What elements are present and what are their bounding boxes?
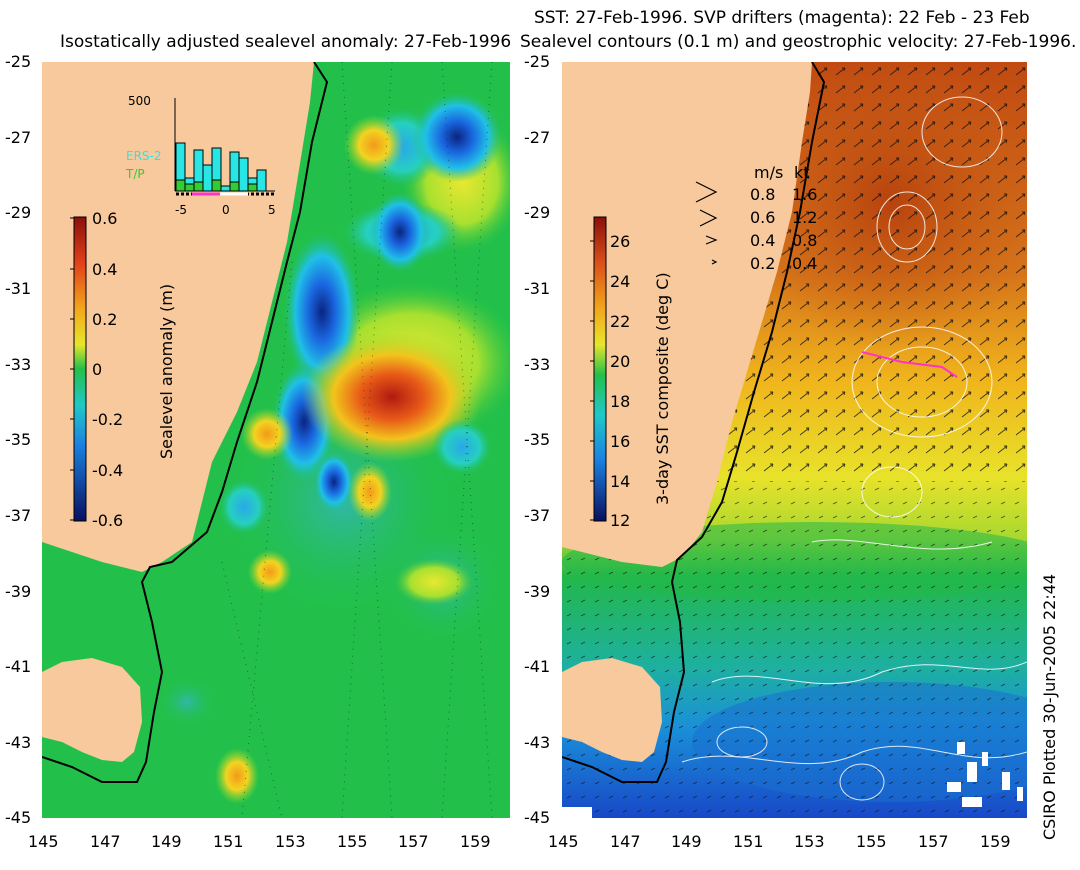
velocity-ms: 0.2 [750, 254, 775, 273]
inset-xtick: 0 [222, 203, 230, 217]
y-tick: -39 [5, 582, 32, 601]
inset-legend-tp: T/P [125, 167, 145, 181]
y-tick: -37 [524, 506, 551, 525]
velocity-ms: 0.8 [750, 185, 775, 204]
y-tick: -35 [524, 430, 551, 449]
track-histogram-inset: 500 ERS-2 T/P -5 0 5 [125, 94, 276, 217]
tasmania [42, 658, 142, 762]
australia-mainland [562, 62, 812, 567]
colorbar-tick: 24 [610, 272, 630, 291]
plot-credit: CSIRO Plotted 30-Jun-2005 22:44 [1040, 573, 1059, 840]
y-tick: -27 [5, 128, 32, 147]
sst-map [562, 62, 1027, 818]
x-tick: 149 [151, 832, 182, 851]
inset-xtick: 5 [268, 203, 276, 217]
velocity-kt: 1.2 [792, 208, 817, 227]
velocity-kt: 1.6 [792, 185, 817, 204]
x-tick: 155 [856, 832, 887, 851]
right-panel-title-line2: Sealevel contours (0.1 m) and geostrophi… [520, 32, 1077, 52]
y-tick: -35 [5, 430, 32, 449]
velocity-legend: m/s kt 0.8 1.6 0.6 1.2 0.4 0.8 0.2 0.4 [695, 163, 817, 273]
y-tick: -43 [5, 733, 32, 752]
x-tick: 145 [28, 832, 59, 851]
x-tick: 157 [918, 832, 949, 851]
y-tick: -25 [524, 52, 551, 71]
x-tick: 145 [548, 832, 579, 851]
x-tick: 147 [610, 832, 641, 851]
colorbar-tick: 12 [610, 511, 630, 530]
x-tick: 147 [90, 832, 121, 851]
y-tick: -43 [524, 733, 551, 752]
tasmania [562, 658, 662, 762]
y-tick: -29 [5, 203, 32, 222]
sealevel-colorbar: 0.6 0.4 0.2 0 -0.2 -0.4 -0.6 Sealevel an… [70, 209, 176, 530]
y-tick: -25 [5, 52, 32, 71]
arrow-0-2 [711, 259, 718, 265]
velocity-kt: 0.8 [792, 231, 817, 250]
y-tick: -33 [5, 355, 32, 374]
inset-legend-ers2: ERS-2 [126, 149, 162, 163]
colorbar-tick: -0.4 [92, 461, 123, 480]
y-tick: -39 [524, 582, 551, 601]
sst-colorbar: 26 24 22 20 18 16 14 12 3-day SST compos… [590, 216, 672, 530]
colorbar-tick: 16 [610, 432, 630, 451]
velocity-ms: 0.6 [750, 208, 775, 227]
colorbar-tick: 0.2 [92, 310, 117, 329]
colorbar-tick: 14 [610, 472, 630, 491]
y-tick: -37 [5, 506, 32, 525]
x-tick: 149 [671, 832, 702, 851]
x-tick: 151 [213, 832, 244, 851]
arrow-0-6 [699, 209, 718, 227]
continental-shelf-contour [562, 62, 826, 783]
sealevel-contours [681, 96, 1027, 801]
y-tick: -45 [524, 808, 551, 827]
arrow-0-4 [705, 235, 718, 245]
arrow-0-8 [695, 181, 718, 203]
colorbar-label: 3-day SST composite (deg C) [653, 272, 672, 505]
x-tick: 159 [460, 832, 491, 851]
continental-shelf-contour [42, 62, 329, 783]
velocity-ms: 0.4 [750, 231, 775, 250]
x-tick: 151 [733, 832, 764, 851]
colorbar-tick: -0.2 [92, 410, 123, 429]
x-tick: 159 [980, 832, 1011, 851]
colorbar-tick: 22 [610, 312, 630, 331]
x-tick: 155 [337, 832, 368, 851]
colorbar-label: Sealevel anomaly (m) [157, 284, 176, 459]
y-tick: -31 [524, 279, 551, 298]
velocity-kt: 0.4 [792, 254, 817, 273]
svp-drifter-track [861, 351, 958, 378]
right-panel-title-line1: SST: 27-Feb-1996. SVP drifters (magenta)… [534, 8, 1030, 28]
y-tick: -29 [524, 203, 551, 222]
y-tick: -31 [5, 279, 32, 298]
colorbar-tick: 20 [610, 352, 630, 371]
colorbar-tick: 26 [610, 232, 630, 251]
colorbar-tick: -0.6 [92, 511, 123, 530]
y-tick: -41 [524, 657, 551, 676]
inset-ymax-label: 500 [128, 94, 151, 108]
inset-xtick: -5 [175, 203, 187, 217]
x-tick: 153 [794, 832, 825, 851]
y-tick: -27 [524, 128, 551, 147]
colorbar-tick: 0 [92, 360, 102, 379]
x-tick: 153 [275, 832, 306, 851]
colorbar-tick: 0.6 [92, 209, 117, 228]
colorbar-tick: 18 [610, 392, 630, 411]
velocity-header-kt: kt [794, 163, 810, 182]
cloud-gaps [562, 742, 1023, 818]
colorbar-tick: 0.4 [92, 260, 117, 279]
y-tick: -45 [5, 808, 32, 827]
y-tick: -41 [5, 657, 32, 676]
left-panel-title: Isostatically adjusted sealevel anomaly:… [60, 32, 512, 52]
velocity-header-ms: m/s [754, 163, 783, 182]
x-tick: 157 [398, 832, 429, 851]
y-tick: -33 [524, 355, 551, 374]
